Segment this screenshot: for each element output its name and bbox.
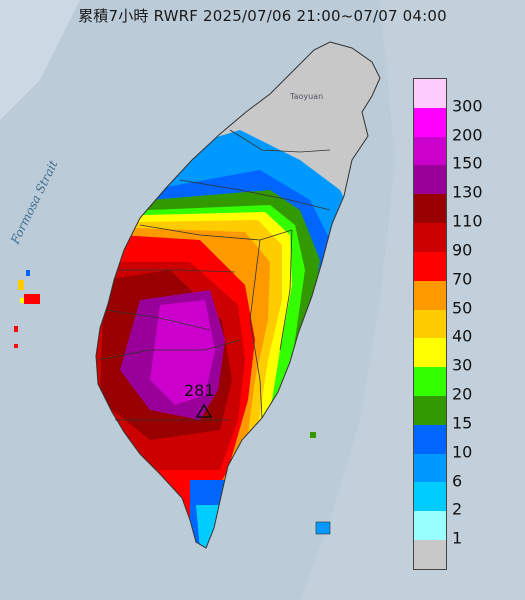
legend-swatch <box>414 482 446 512</box>
legend-swatch <box>414 136 446 166</box>
legend-label: 130 <box>452 182 483 202</box>
legend-label: 10 <box>452 442 473 462</box>
legend-label: 90 <box>452 240 473 260</box>
green-island <box>310 432 316 438</box>
legend-label: 110 <box>452 211 483 231</box>
legend-swatch <box>414 107 446 137</box>
max-value-label: 281 <box>184 381 215 400</box>
legend-swatch <box>414 367 446 396</box>
orchid-island <box>315 521 331 535</box>
legend-swatch <box>414 280 446 310</box>
legend-label: 50 <box>452 298 473 318</box>
legend-swatch <box>414 540 446 569</box>
legend-swatch <box>414 511 446 540</box>
legend-label: 40 <box>452 326 473 346</box>
legend-swatch <box>414 338 446 368</box>
triangle-marker <box>195 403 213 418</box>
county-boundaries <box>97 129 331 421</box>
legend-swatch <box>414 424 446 454</box>
legend-label: 200 <box>452 125 483 145</box>
legend-swatch <box>414 165 446 195</box>
legend-label: 1 <box>452 528 463 548</box>
city-label: Taoyuan <box>290 92 324 101</box>
legend-swatch <box>414 223 446 252</box>
legend-label: 150 <box>452 154 483 174</box>
legend-swatch <box>414 309 446 339</box>
legend-label: 6 <box>452 471 463 491</box>
penghu-islands <box>14 270 40 348</box>
legend-swatch <box>414 395 446 425</box>
legend-swatch <box>414 194 446 224</box>
legend-label: 15 <box>452 413 473 433</box>
legend-label: 2 <box>452 499 463 519</box>
legend-swatch <box>414 251 446 281</box>
legend-label: 30 <box>452 355 473 375</box>
legend-label: 20 <box>452 384 473 404</box>
island-outline <box>95 41 381 549</box>
legend-swatch <box>414 79 446 108</box>
map-title: 累積7小時 RWRF 2025/07/06 21:00~07/07 04:00 <box>78 7 447 25</box>
legend-label: 70 <box>452 269 473 289</box>
legend-swatch <box>414 453 446 483</box>
legend-label: 300 <box>452 96 483 116</box>
legend-colorbar <box>413 78 447 570</box>
